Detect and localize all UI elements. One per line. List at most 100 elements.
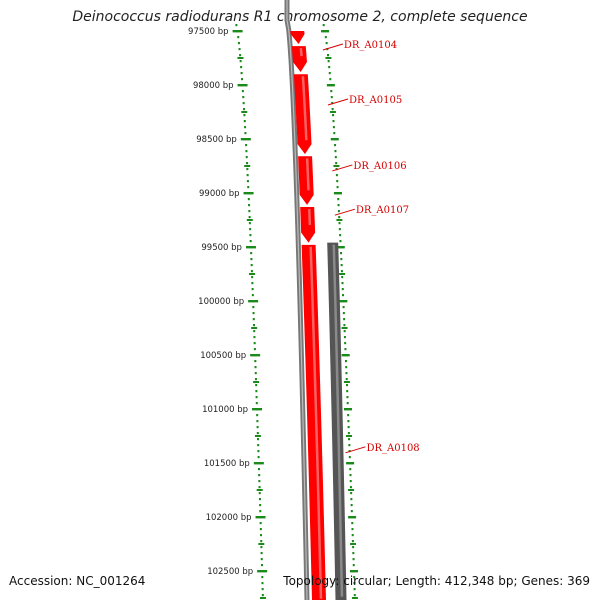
ruler-dot	[246, 162, 249, 165]
ruler-dot	[344, 342, 347, 345]
ruler-dot	[255, 384, 258, 387]
ruler-dot	[335, 168, 338, 171]
ruler-dot	[249, 234, 252, 237]
ruler-tick	[255, 516, 266, 519]
ruler-dot	[257, 450, 260, 453]
ruler-minor-tick	[256, 489, 263, 491]
ruler-dot	[336, 180, 339, 183]
ruler-dot	[345, 378, 348, 381]
ruler-dot	[240, 72, 243, 75]
ruler-tick-label: 101000 bp	[202, 405, 248, 415]
forward-gene-arrow[interactable]	[298, 156, 314, 205]
ruler-tick	[232, 30, 243, 33]
ruler-dot	[325, 42, 328, 45]
reverse-gene-bar[interactable]	[327, 242, 347, 600]
ruler-dot	[257, 438, 260, 441]
ruler-dot	[324, 36, 327, 39]
ruler-minor-tick	[341, 327, 348, 329]
ruler-dot	[242, 102, 245, 105]
ruler-minor-tick	[325, 57, 332, 59]
ruler-dot	[350, 504, 353, 507]
ruler-tick	[326, 84, 335, 87]
forward-gene-arrow[interactable]	[300, 207, 316, 243]
forward-gene-arrow[interactable]	[291, 46, 307, 73]
forward-gene-arrow[interactable]	[290, 31, 305, 44]
ruler-dot	[346, 396, 349, 399]
ruler-tick-label: 99000 bp	[199, 189, 240, 199]
gene-label[interactable]: DR_A0108	[366, 443, 419, 454]
ruler-dot	[258, 492, 261, 495]
gene-label[interactable]: DR_A0104	[344, 40, 397, 51]
ruler-dot	[334, 144, 337, 147]
ruler-dot	[334, 150, 337, 153]
ruler-dot	[340, 252, 343, 255]
ruler-minor-tick	[336, 219, 343, 221]
ruler-dot	[250, 264, 253, 267]
ruler-tick-label: 101500 bp	[204, 459, 250, 469]
ruler-dot	[351, 534, 354, 537]
ruler-dot	[342, 312, 345, 315]
gene-label[interactable]: DR_A0106	[353, 161, 406, 172]
ruler-minor-tick	[343, 381, 350, 383]
ruler-minor-tick	[258, 543, 265, 545]
ruler-dot	[258, 486, 261, 489]
ruler-dot	[349, 474, 352, 477]
ruler-dot	[254, 372, 257, 375]
ruler-dot	[350, 492, 353, 495]
gene-label[interactable]: DR_A0105	[349, 95, 402, 106]
ruler-dot	[342, 294, 345, 297]
gene-label-leader	[332, 164, 353, 172]
ruler-dot	[353, 576, 356, 579]
ruler-dot	[248, 222, 251, 225]
ruler-tick	[250, 354, 261, 357]
ruler-tick-label: 100500 bp	[200, 351, 246, 361]
ruler-minor-tick	[237, 57, 244, 59]
ruler-dot	[237, 36, 240, 39]
ruler-dot	[330, 90, 333, 93]
gene-shading	[299, 48, 303, 57]
ruler-dot	[246, 180, 249, 183]
ruler-dot	[258, 474, 261, 477]
ruler-dot	[331, 108, 334, 111]
ruler-dot	[332, 114, 335, 117]
ruler-dot	[257, 468, 260, 471]
ruler-dot	[251, 294, 254, 297]
ruler-dot	[340, 270, 343, 273]
ruler-dot	[247, 186, 250, 189]
ruler-dot	[258, 480, 261, 483]
ruler-dot	[348, 456, 351, 459]
ruler-dot	[328, 72, 331, 75]
ruler-tick-label: 98000 bp	[193, 81, 234, 91]
ruler-minor-tick	[348, 489, 355, 491]
ruler: 97500 bp 98000 bp 98500 bp 99000 bp 99500 bp…	[188, 24, 358, 599]
ruler-dot	[251, 276, 254, 279]
ruler-dot	[251, 282, 254, 285]
ruler-dot	[257, 456, 260, 459]
ruler-dot	[240, 66, 243, 69]
ruler-dot	[261, 576, 264, 579]
ruler-dot	[244, 132, 247, 135]
ruler-minor-tick	[246, 219, 253, 221]
ruler-dot	[249, 240, 252, 243]
ruler-tick	[237, 84, 248, 87]
gene-label[interactable]: DR_A0107	[356, 205, 409, 216]
gene-label-leader	[334, 208, 355, 216]
ruler-dot	[250, 258, 253, 261]
ruler-dot	[241, 90, 244, 93]
ruler-tick	[321, 30, 330, 33]
feature-track	[290, 31, 347, 600]
ruler-dot	[322, 24, 325, 27]
ruler-dot	[261, 588, 264, 591]
ruler-dot	[346, 402, 349, 405]
ruler-dot	[342, 306, 345, 309]
ruler-dot	[330, 96, 333, 99]
ruler-tick-label: 99500 bp	[201, 243, 242, 253]
ruler-dot	[252, 306, 255, 309]
ruler-dot	[260, 540, 263, 543]
ruler-tick	[245, 246, 256, 249]
ruler-dot	[249, 228, 252, 231]
accession-text: Accession: NC_001264	[9, 574, 146, 588]
ruler-dot	[337, 198, 340, 201]
ruler-dot	[248, 216, 251, 219]
ruler-dot	[338, 216, 341, 219]
